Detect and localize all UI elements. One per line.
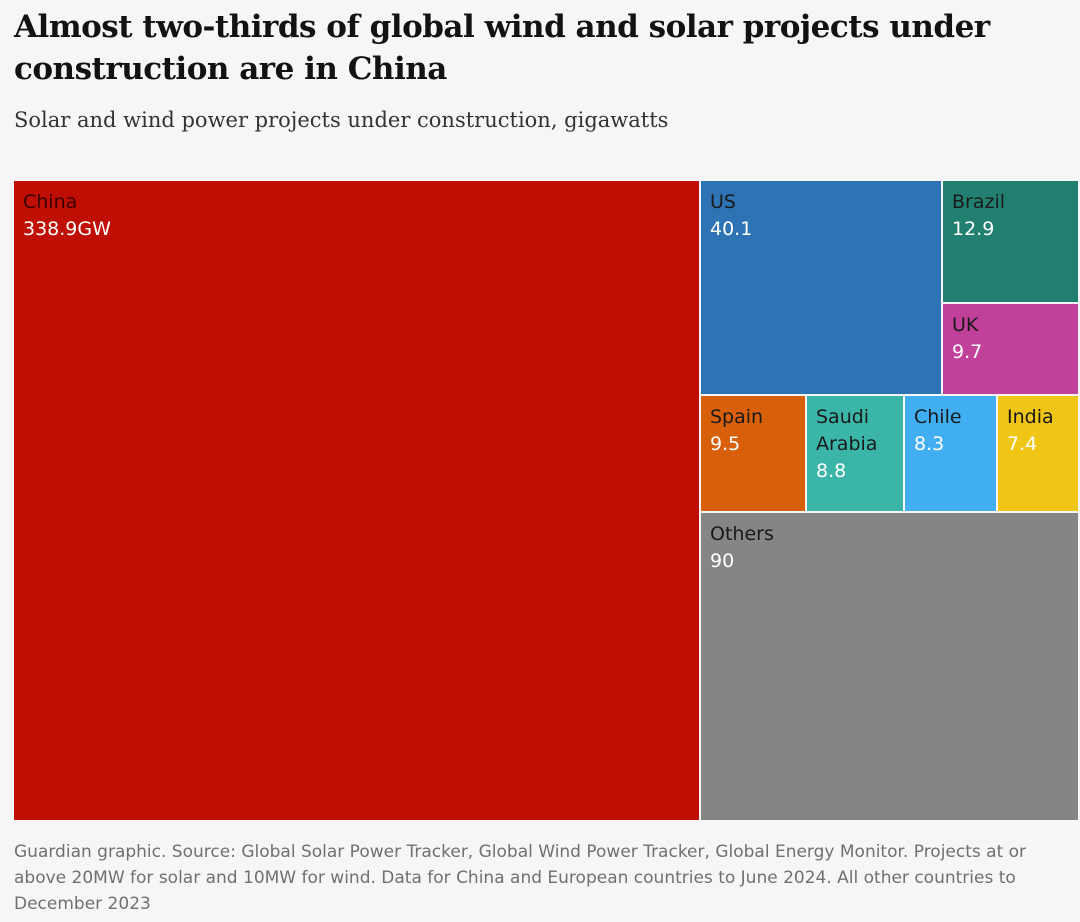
tile-label-saudi-arabia: Saudi Arabia <box>816 406 878 455</box>
tile-value-india: 7.4 <box>1007 433 1038 455</box>
tile-label-brazil: Brazil <box>952 191 1006 213</box>
chart-subtitle: Solar and wind power projects under cons… <box>14 108 669 132</box>
tile-label-india: India <box>1007 406 1054 428</box>
tile-india: India 7.4 <box>998 396 1080 513</box>
tile-label-china: China <box>23 191 78 213</box>
tile-saudi-arabia: Saudi Arabia 8.8 <box>807 396 905 513</box>
chart-title: Almost two-thirds of global wind and sol… <box>14 9 990 87</box>
tile-spain: Spain 9.5 <box>701 396 807 513</box>
tile-label-spain: Spain <box>710 406 764 428</box>
tile-label-chile: Chile <box>914 406 962 428</box>
tile-value-us: 40.1 <box>710 218 753 240</box>
tile-value-others: 90 <box>710 550 735 572</box>
tile-value-china: 338.9GW <box>23 218 111 240</box>
tile-label-uk: UK <box>952 314 979 336</box>
tile-us: US 40.1 <box>701 181 943 396</box>
tile-label-us: US <box>710 191 736 213</box>
tile-others: Others 90 <box>701 513 1080 822</box>
tile-brazil: Brazil 12.9 <box>943 181 1080 304</box>
treemap-chart: China 338.9GW US 40.1 Brazil 12.9 UK 9.7… <box>14 181 1080 822</box>
tile-value-chile: 8.3 <box>914 433 945 455</box>
tile-value-spain: 9.5 <box>710 433 741 455</box>
tile-value-brazil: 12.9 <box>952 218 995 240</box>
tile-value-saudi-arabia: 8.8 <box>816 460 847 482</box>
source-note: Guardian graphic. Source: Global Solar P… <box>14 842 1027 914</box>
tile-value-uk: 9.7 <box>952 341 983 363</box>
tile-label-others: Others <box>710 523 774 545</box>
tile-china: China 338.9GW <box>14 181 701 822</box>
tile-uk: UK 9.7 <box>943 304 1080 396</box>
tile-chile: Chile 8.3 <box>905 396 998 513</box>
